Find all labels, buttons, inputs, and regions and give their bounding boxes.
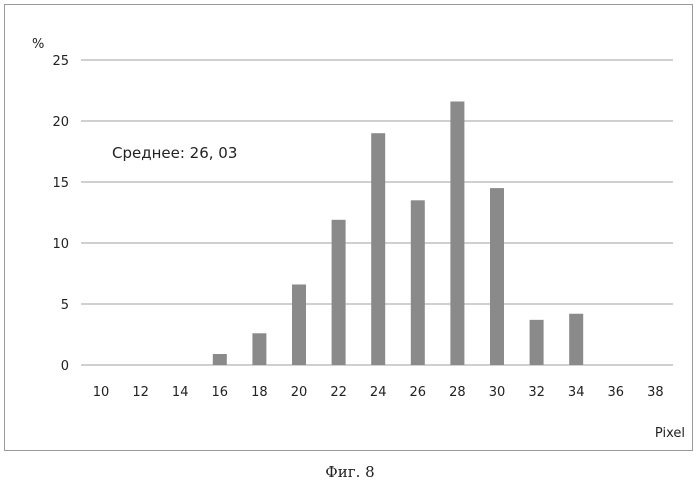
bar-22 <box>332 220 346 365</box>
chart-frame: 0 5 10 15 20 25% 10 12 14 16 18 20 22 24 26 28 30 32 34 36 3… <box>4 4 693 451</box>
x-tick-label: 28 <box>449 385 466 400</box>
y-axis-label: % <box>32 37 44 52</box>
figure-caption: Фиг. 8 <box>0 463 700 481</box>
x-tick-label: 20 <box>291 385 308 400</box>
bar-26 <box>411 200 425 365</box>
bar-chart: 0 5 10 15 20 25% 10 12 14 16 18 20 22 24 26 28 30 32 34 36 3… <box>5 5 694 452</box>
x-tick-label: 10 <box>93 385 110 400</box>
y-tick-label: 0 <box>61 359 69 374</box>
x-axis-label: Pixel <box>655 426 685 441</box>
x-tick-label: 34 <box>568 385 585 400</box>
x-tick-label: 12 <box>132 385 149 400</box>
bar-16 <box>213 354 227 365</box>
y-tick-label: 15 <box>52 176 69 191</box>
y-tick-label: 25 <box>52 54 69 69</box>
y-tick-label: 10 <box>52 237 69 252</box>
x-tick-label: 18 <box>251 385 268 400</box>
bar-18 <box>252 333 266 365</box>
x-tick-label: 26 <box>410 385 427 400</box>
x-tick-label: 38 <box>647 385 664 400</box>
mean-annotation: Среднее: 26, 03 <box>112 144 237 162</box>
bar-34 <box>569 314 583 365</box>
bar-28 <box>450 101 464 365</box>
bar-20 <box>292 284 306 365</box>
x-tick-label: 22 <box>330 385 347 400</box>
x-tick-label: 30 <box>489 385 506 400</box>
x-tick-label: 16 <box>212 385 229 400</box>
bar-24 <box>371 133 385 365</box>
bar-32 <box>530 320 544 365</box>
bar-30 <box>490 188 504 365</box>
x-tick-label: 24 <box>370 385 387 400</box>
x-tick-label: 36 <box>608 385 625 400</box>
x-tick-label: 32 <box>528 385 545 400</box>
y-tick-label: 5 <box>61 298 69 313</box>
y-tick-label: 20 <box>52 115 69 130</box>
x-tick-label: 14 <box>172 385 189 400</box>
